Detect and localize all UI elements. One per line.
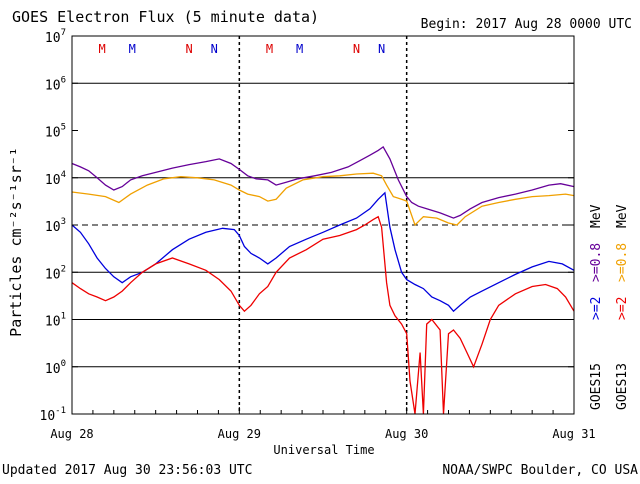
y-tick-label: 104	[45, 170, 66, 188]
event-marker: N	[186, 42, 193, 56]
legend-layer: GOES15 >=2 >=0.8 MeV GOES13 >=2 >=0.8 MeV	[589, 204, 630, 410]
legend-entry: MeV	[589, 204, 604, 228]
y-tick-label: 102	[45, 264, 66, 282]
event-marker: M	[99, 42, 106, 56]
x-tick-label: Aug 30	[385, 427, 428, 441]
chart-title: GOES Electron Flux (5 minute data)	[12, 8, 319, 26]
y-tick-label: 10-1	[40, 406, 67, 424]
plot-frame	[71, 35, 575, 415]
series-layer	[71, 145, 575, 415]
series-line	[71, 191, 575, 313]
y-tick-label: 107	[45, 28, 66, 46]
y-tick-label: 105	[45, 123, 66, 141]
legend-entry: >=0.8	[615, 243, 630, 282]
y-axis-label: Particles cm⁻²s⁻¹sr⁻¹	[7, 147, 25, 337]
series-line	[71, 145, 575, 219]
tick-layer: 107 106 105 104 103 102 101 100 10-1 Aug 28 Aug 29…	[40, 28, 596, 441]
legend-entry: >=2	[589, 297, 604, 320]
legend-row: GOES15 >=2 >=0.8 MeV	[589, 204, 604, 410]
event-marker: M	[296, 42, 303, 56]
event-marker: M	[266, 42, 273, 56]
legend-row: GOES13 >=2 >=0.8 MeV	[615, 204, 630, 410]
y-tick-label: 103	[45, 217, 66, 235]
event-marker: N	[378, 42, 385, 56]
legend-entry: MeV	[615, 204, 630, 228]
x-tick-label: Aug 31	[552, 427, 595, 441]
x-axis-label: Universal Time	[273, 443, 374, 457]
legend-satellite: GOES15	[589, 363, 604, 410]
footer-credit: NOAA/SWPC Boulder, CO USA	[442, 463, 638, 478]
y-tick-label: 100	[45, 359, 66, 377]
y-tick-label: 106	[45, 75, 66, 93]
x-tick-label: Aug 29	[218, 427, 261, 441]
legend-satellite: GOES13	[615, 363, 630, 410]
event-marker: N	[211, 42, 218, 56]
begin-label: Begin: 2017 Aug 28 0000 UTC	[421, 17, 632, 32]
event-marker: M	[129, 42, 136, 56]
x-tick-label: Aug 28	[50, 427, 93, 441]
y-tick-label: 101	[45, 312, 66, 330]
series-line	[71, 172, 575, 227]
legend-entry: >=0.8	[589, 243, 604, 282]
event-marker: N	[353, 42, 360, 56]
legend-entry: >=2	[615, 297, 630, 320]
grid-layer	[72, 36, 574, 414]
series-line	[71, 215, 575, 415]
footer-updated: Updated 2017 Aug 30 23:56:03 UTC	[2, 463, 252, 478]
